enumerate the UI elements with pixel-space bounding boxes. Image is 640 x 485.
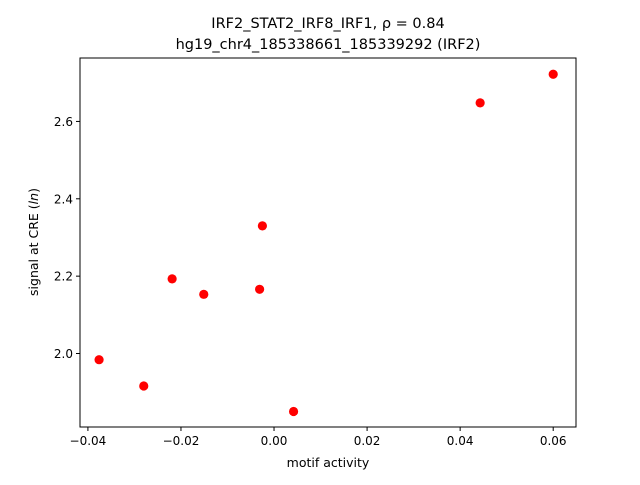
x-tick-label: 0.04 — [447, 434, 474, 448]
y-axis-label-end: ) — [26, 188, 41, 193]
chart-title-line-2: hg19_chr4_185338661_185339292 (IRF2) — [176, 37, 481, 53]
y-axis-ticks: 2.0 2.2 2.4 2.6 — [54, 115, 80, 361]
data-point-2 — [139, 381, 149, 391]
x-axis-ticks: −0.04 −0.02 0.00 0.02 0.04 0.06 — [70, 427, 567, 448]
x-tick-label: 0.06 — [540, 434, 567, 448]
x-tick-label: 0.02 — [354, 434, 381, 448]
data-point-4 — [199, 289, 209, 299]
data-point-3 — [167, 274, 177, 284]
data-point-7 — [288, 406, 299, 417]
y-axis-label-start: signal at CRE ( — [26, 204, 41, 296]
data-point-8 — [475, 98, 485, 108]
plot-frame — [79, 57, 577, 428]
data-point-6 — [257, 221, 267, 231]
y-tick-label: 2.4 — [54, 192, 73, 206]
y-axis-label: signal at CRE (ln) — [26, 188, 41, 296]
y-tick-label: 2.2 — [54, 270, 73, 284]
data-points — [94, 69, 558, 417]
chart-title-line-1: IRF2_STAT2_IRF8_IRF1, ρ = 0.84 — [211, 16, 444, 32]
y-axis-label-italic: ln — [26, 193, 41, 204]
data-point-1 — [94, 355, 104, 365]
data-point-5 — [255, 284, 265, 294]
x-tick-label: 0.00 — [261, 434, 288, 448]
y-tick-label: 2.6 — [54, 115, 73, 129]
x-tick-label: −0.04 — [70, 434, 107, 448]
x-tick-label: −0.02 — [163, 434, 200, 448]
y-tick-label: 2.0 — [54, 347, 73, 361]
x-axis-label: motif activity — [287, 455, 370, 470]
data-point-9 — [548, 69, 558, 79]
